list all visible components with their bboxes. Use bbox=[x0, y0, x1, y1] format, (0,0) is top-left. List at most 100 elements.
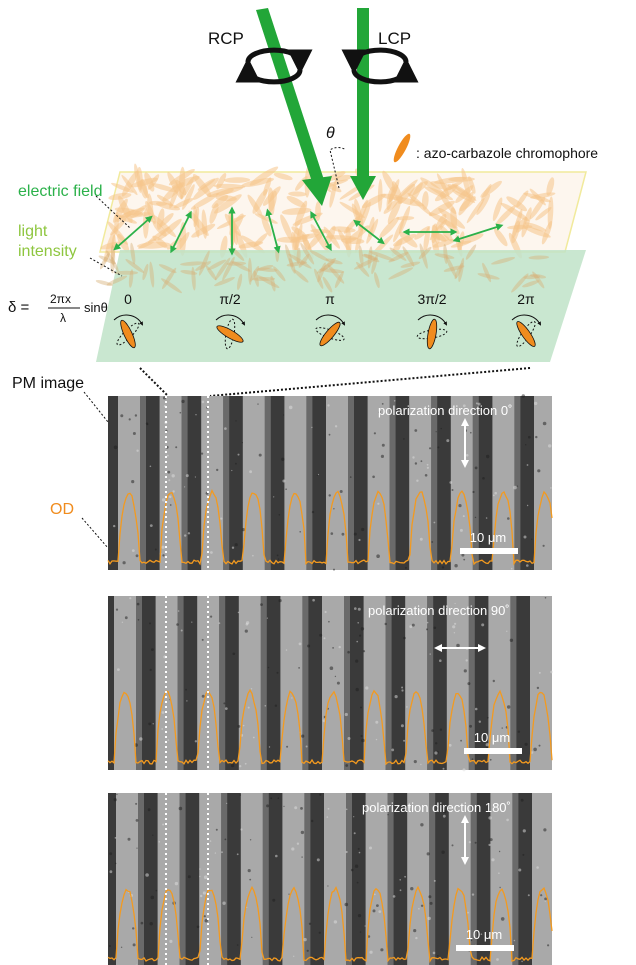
phase-label: π/2 bbox=[219, 291, 241, 307]
image-speckle bbox=[277, 558, 280, 560]
image-speckle bbox=[234, 543, 238, 547]
image-speckle bbox=[435, 742, 438, 745]
image-speckle bbox=[517, 730, 521, 733]
fringe-edge bbox=[348, 396, 354, 570]
chromophore-molecule bbox=[214, 194, 242, 214]
chromophore-molecule bbox=[388, 252, 409, 263]
chromophore-molecule bbox=[447, 184, 471, 198]
fringe-edge bbox=[431, 396, 438, 570]
image-speckle bbox=[155, 889, 158, 892]
chromophore-molecule bbox=[374, 272, 380, 289]
image-speckle bbox=[451, 489, 454, 491]
rcp-label: RCP bbox=[208, 29, 244, 48]
image-speckle bbox=[478, 935, 480, 937]
chromophore-molecule bbox=[285, 244, 294, 268]
image-speckle bbox=[378, 411, 381, 414]
chromophore-molecule bbox=[293, 269, 309, 283]
chromophore-molecule bbox=[191, 266, 196, 291]
image-speckle bbox=[451, 844, 454, 847]
image-speckle bbox=[203, 875, 208, 879]
fringe-edge bbox=[136, 596, 142, 770]
fringe-edge bbox=[179, 793, 186, 965]
chromophore-orientation-icon bbox=[426, 318, 438, 350]
chromophore-molecule bbox=[528, 255, 550, 260]
image-speckle bbox=[240, 828, 243, 831]
image-speckle bbox=[362, 650, 366, 653]
image-speckle bbox=[244, 629, 248, 633]
image-speckle bbox=[492, 679, 495, 683]
image-speckle bbox=[474, 841, 477, 844]
fringe-band bbox=[409, 396, 432, 570]
image-speckle bbox=[367, 935, 371, 938]
image-speckle bbox=[369, 846, 372, 850]
chromophore-molecule bbox=[161, 267, 177, 290]
image-speckle bbox=[420, 763, 422, 766]
image-speckle bbox=[488, 816, 492, 820]
image-speckle bbox=[166, 454, 169, 457]
image-speckle bbox=[353, 816, 355, 818]
image-speckle bbox=[285, 488, 287, 491]
image-speckle bbox=[317, 473, 320, 476]
image-speckle bbox=[149, 465, 152, 468]
image-speckle bbox=[522, 853, 525, 856]
fringe-band bbox=[492, 396, 515, 570]
image-speckle bbox=[480, 933, 483, 935]
chromophore-molecule bbox=[371, 254, 378, 275]
fringe-band bbox=[240, 793, 263, 965]
image-speckle bbox=[441, 566, 445, 569]
image-speckle bbox=[177, 610, 180, 612]
image-speckle bbox=[301, 856, 303, 858]
image-speckle bbox=[230, 763, 235, 768]
image-speckle bbox=[257, 403, 259, 405]
chromophore-molecule bbox=[432, 238, 456, 248]
fringe-band bbox=[326, 396, 348, 570]
image-speckle bbox=[322, 719, 326, 723]
image-speckle bbox=[273, 496, 275, 498]
chromophore-molecule bbox=[252, 276, 276, 282]
image-speckle bbox=[319, 793, 322, 796]
image-speckle bbox=[414, 462, 418, 465]
chromophore-molecule bbox=[158, 264, 177, 274]
image-speckle bbox=[358, 851, 361, 854]
image-speckle bbox=[264, 705, 267, 707]
image-speckle bbox=[187, 875, 191, 879]
chromophore-molecule bbox=[387, 184, 399, 205]
image-speckle bbox=[134, 414, 138, 417]
fringe-band bbox=[118, 396, 140, 570]
chromophore-molecule bbox=[114, 270, 139, 275]
image-speckle bbox=[360, 627, 365, 631]
image-speckle bbox=[210, 551, 213, 554]
image-speckle bbox=[437, 446, 440, 449]
image-speckle bbox=[410, 887, 414, 891]
chromophore-molecule bbox=[454, 262, 464, 280]
image-speckle bbox=[419, 537, 423, 541]
chromophore-molecule bbox=[421, 191, 429, 210]
chromophore-molecule bbox=[195, 261, 212, 271]
image-speckle bbox=[161, 728, 164, 730]
image-speckle bbox=[158, 841, 161, 843]
chromophore-molecule bbox=[214, 277, 235, 287]
chromophore-molecule bbox=[151, 183, 177, 192]
image-speckle bbox=[426, 463, 429, 466]
image-speckle bbox=[232, 652, 236, 656]
chromophore-molecule bbox=[258, 267, 278, 272]
image-speckle bbox=[247, 869, 251, 873]
chromophore-molecule bbox=[325, 258, 343, 265]
image-speckle bbox=[381, 443, 385, 447]
chromophore-molecule bbox=[201, 209, 208, 239]
image-speckle bbox=[270, 797, 273, 800]
image-speckle bbox=[184, 486, 186, 488]
fringe-edge bbox=[304, 793, 311, 965]
image-speckle bbox=[377, 502, 380, 505]
chromophore-field-lower bbox=[95, 242, 550, 294]
image-speckle bbox=[441, 850, 445, 854]
image-speckle bbox=[167, 470, 171, 474]
chromophore-molecule bbox=[273, 172, 293, 181]
image-speckle bbox=[431, 729, 434, 732]
image-speckle bbox=[442, 814, 446, 818]
image-speckle bbox=[448, 743, 452, 747]
image-speckle bbox=[500, 917, 505, 921]
chromophore-molecule bbox=[99, 253, 110, 270]
image-speckle bbox=[368, 610, 371, 613]
image-speckle bbox=[145, 422, 149, 425]
